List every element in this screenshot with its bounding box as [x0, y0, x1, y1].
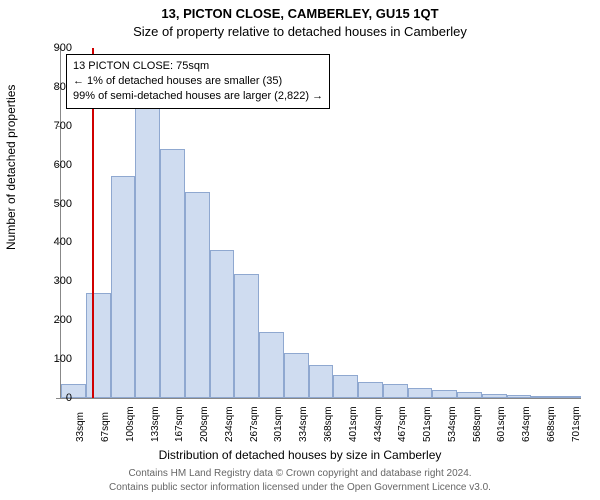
histogram-bar	[111, 176, 136, 398]
y-tick-mark	[56, 320, 60, 321]
histogram-bar	[185, 192, 210, 398]
x-tick-label: 234sqm	[224, 406, 235, 442]
y-tick-mark	[56, 87, 60, 88]
y-tick-mark	[56, 242, 60, 243]
histogram-bar	[259, 332, 284, 398]
x-tick-label: 301sqm	[273, 406, 284, 442]
legend-line-1: 13 PICTON CLOSE: 75sqm	[73, 59, 323, 74]
histogram-bar	[408, 388, 433, 398]
y-tick-mark	[56, 126, 60, 127]
x-tick-label: 501sqm	[422, 406, 433, 442]
footer-copyright-1: Contains HM Land Registry data © Crown c…	[0, 468, 600, 479]
x-tick-label: 167sqm	[174, 406, 185, 442]
x-tick-label: 67sqm	[100, 412, 111, 442]
histogram-bar	[507, 395, 532, 398]
y-axis-label: Number of detached properties	[4, 85, 18, 250]
footer-copyright-2: Contains public sector information licen…	[0, 482, 600, 493]
x-tick-label: 701sqm	[571, 406, 582, 442]
histogram-bar	[457, 392, 482, 398]
histogram-bar	[309, 365, 334, 398]
x-tick-label: 634sqm	[521, 406, 532, 442]
histogram-bar	[333, 375, 358, 398]
histogram-bar	[383, 384, 408, 398]
y-tick-mark	[56, 165, 60, 166]
x-tick-label: 534sqm	[447, 406, 458, 442]
histogram-bar	[482, 394, 507, 398]
x-tick-label: 368sqm	[323, 406, 334, 442]
histogram-bar	[284, 353, 309, 398]
y-tick-mark	[56, 281, 60, 282]
x-tick-label: 334sqm	[298, 406, 309, 442]
chart-title-line2: Size of property relative to detached ho…	[0, 24, 600, 39]
x-tick-label: 267sqm	[249, 406, 260, 442]
histogram-bar	[160, 149, 185, 398]
y-tick-mark	[56, 48, 60, 49]
x-tick-label: 568sqm	[472, 406, 483, 442]
x-tick-label: 668sqm	[546, 406, 557, 442]
histogram-bar	[531, 396, 556, 398]
legend-line-2: ← 1% of detached houses are smaller (35)	[73, 74, 323, 89]
x-tick-label: 601sqm	[496, 406, 507, 442]
x-axis-label: Distribution of detached houses by size …	[0, 448, 600, 462]
y-tick-mark	[56, 359, 60, 360]
histogram-bar	[86, 293, 111, 398]
y-tick-mark	[56, 204, 60, 205]
x-tick-label: 200sqm	[199, 406, 210, 442]
histogram-bar	[432, 390, 457, 398]
y-tick-mark	[56, 398, 60, 399]
x-tick-label: 133sqm	[150, 406, 161, 442]
histogram-bar	[135, 87, 160, 398]
x-tick-label: 33sqm	[75, 412, 86, 442]
histogram-bar	[210, 250, 235, 398]
x-tick-label: 434sqm	[373, 406, 384, 442]
legend-line-3: 99% of semi-detached houses are larger (…	[73, 89, 323, 104]
chart-title-line1: 13, PICTON CLOSE, CAMBERLEY, GU15 1QT	[0, 6, 600, 21]
legend-box: 13 PICTON CLOSE: 75sqm← 1% of detached h…	[66, 54, 330, 109]
histogram-bar	[234, 274, 259, 398]
histogram-bar	[556, 396, 581, 398]
x-tick-label: 467sqm	[397, 406, 408, 442]
histogram-bar	[358, 382, 383, 398]
x-tick-label: 100sqm	[125, 406, 136, 442]
x-tick-label: 401sqm	[348, 406, 359, 442]
